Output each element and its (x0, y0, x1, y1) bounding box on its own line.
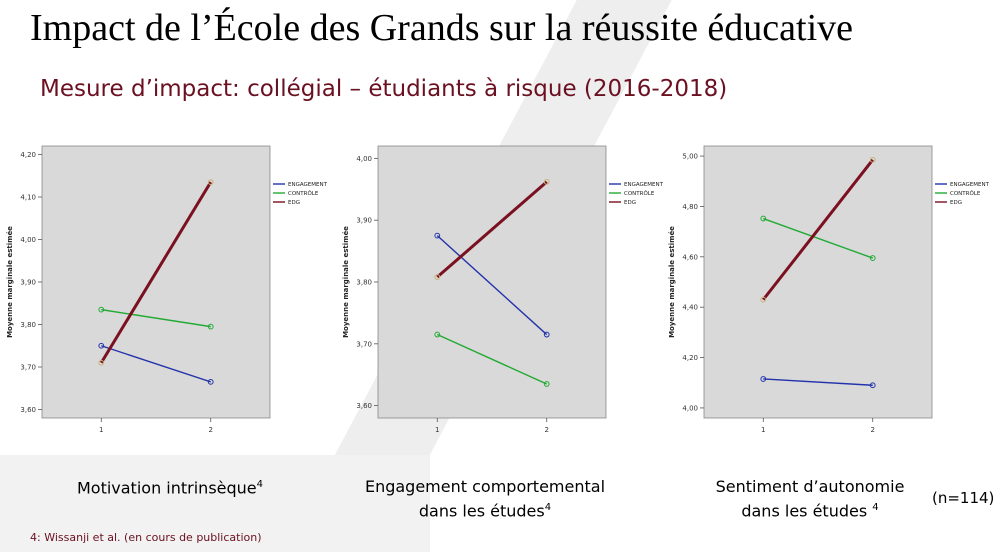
data-point-edg (869, 156, 876, 163)
background-stripe (0, 455, 430, 552)
y-tick-label: 3,90 (356, 217, 372, 225)
y-tick-label: 3,70 (20, 364, 36, 372)
y-axis-label: Moyenne marginale estimée (668, 226, 676, 338)
plot-area (703, 145, 933, 419)
data-point-edg (434, 274, 441, 280)
chart-motivation-svg: 3,60 3,70 3,80 3,90 4,00 4,10 4,20 1 2 Moyenne ma… (6, 145, 328, 434)
plot-area (377, 145, 607, 419)
series-line-edg (436, 180, 548, 279)
series-line-engagement (436, 235, 548, 336)
footnote-ref: 4 (544, 502, 552, 513)
data-point-engagement (760, 376, 767, 382)
data-point-engagement (543, 331, 550, 338)
plot-area (41, 145, 271, 419)
chart-engagement-svg: 3,60 3,70 3,80 3,90 4,00 1 2 Moyenne marginale … (342, 145, 664, 434)
footnote-ref: 4 (256, 479, 264, 490)
data-point-engagement (869, 382, 876, 389)
data-point-controle (760, 215, 767, 222)
y-axis-label: Moyenne marginale estimée (6, 226, 14, 338)
series-line-edg (762, 158, 874, 301)
series-line-controle (101, 308, 211, 328)
chart-motivation: 3,60 3,70 3,80 3,90 4,00 4,10 4,20 1 2 Moyenne ma… (0, 140, 345, 440)
series-line-engagement (763, 378, 873, 386)
y-tick-label: 4,00 (20, 236, 36, 244)
caption-motivation: Motivation intrinsèque4 (40, 474, 300, 498)
y-tick-label: 4,20 (682, 354, 698, 362)
series-line-engagement (101, 345, 211, 383)
series-line-controle (763, 217, 873, 259)
slide-title: Impact de l’École des Grands sur la réus… (30, 7, 854, 49)
x-tick-label: 1 (99, 426, 103, 434)
y-tick-label: 4,20 (20, 151, 36, 159)
legend-label: ENGAGEMENT (950, 182, 990, 188)
x-tick-label: 1 (435, 426, 439, 434)
y-tick-label: 3,80 (356, 279, 372, 287)
y-tick-label: 3,70 (356, 340, 372, 348)
caption-text: Motivation intrinsèque (76, 478, 257, 498)
x-tick-label: 2 (544, 426, 548, 434)
caption-autonomie: Sentiment d’autonomie dans les études 4 (690, 476, 930, 521)
chart-autonomie-svg: 4,00 4,20 4,40 4,60 4,80 5,00 1 2 Moyenne margin… (668, 145, 990, 434)
data-point-controle (543, 381, 550, 387)
y-tick-label: 4,00 (356, 155, 372, 163)
caption-text: Engagement comportemental (364, 477, 606, 496)
legend-label: CONTRÔLE (288, 190, 319, 197)
footnote-ref: 4 (872, 502, 879, 513)
data-point-edg (760, 296, 767, 303)
legend-label: ENGAGEMENT (624, 182, 664, 188)
data-point-controle (434, 331, 441, 338)
footnote: 4: Wissanji et al. (en cours de publicat… (30, 531, 262, 544)
y-tick-label: 4,10 (20, 194, 36, 202)
sample-size-label: (n=114) (932, 489, 995, 507)
y-axis-label: Moyenne marginale estimée (342, 226, 350, 338)
x-tick-label: 1 (761, 426, 765, 434)
y-tick-label: 4,60 (682, 253, 698, 261)
series-line-controle (436, 333, 548, 385)
data-point-controle (207, 323, 214, 330)
legend-label: CONTRÔLE (624, 190, 655, 197)
x-tick-label: 2 (208, 426, 212, 434)
caption-text-line2: dans les études (741, 501, 868, 521)
legend-label: EDG (950, 200, 962, 206)
caption-text-line2: dans les études (418, 501, 545, 521)
y-tick-label: 5,00 (682, 153, 698, 161)
y-tick-label: 4,40 (682, 304, 698, 312)
data-point-engagement (207, 378, 214, 385)
y-tick-label: 4,80 (682, 203, 698, 211)
data-point-controle (98, 306, 105, 313)
x-tick-label: 2 (870, 426, 874, 434)
legend-label: EDG (288, 200, 300, 206)
legend-label: ENGAGEMENT (288, 182, 328, 188)
legend-label: EDG (624, 200, 636, 206)
chart-engagement: 3,60 3,70 3,80 3,90 4,00 1 2 Moyenne marginale … (336, 140, 671, 440)
series-line-edg (99, 181, 213, 364)
y-tick-label: 4,00 (682, 404, 698, 412)
y-tick-label: 3,80 (20, 321, 36, 329)
caption-engagement: Engagement comportemental dans les étude… (350, 476, 620, 521)
data-point-edg (543, 178, 550, 185)
caption-text: Sentiment d’autonomie (715, 477, 905, 496)
y-tick-label: 3,60 (20, 406, 36, 414)
y-tick-label: 3,90 (20, 279, 36, 287)
data-point-edg (98, 359, 105, 366)
legend-label: CONTRÔLE (950, 190, 981, 197)
slide-subtitle: Mesure d’impact: collégial – étudiants à… (40, 76, 728, 102)
chart-autonomie: 4,00 4,20 4,40 4,60 4,80 5,00 1 2 Moyenne margin… (662, 140, 1000, 440)
y-tick-label: 3,60 (356, 402, 372, 410)
data-point-engagement (98, 342, 105, 349)
data-point-controle (869, 255, 876, 261)
data-point-edg (207, 179, 214, 186)
data-point-engagement (434, 232, 441, 239)
